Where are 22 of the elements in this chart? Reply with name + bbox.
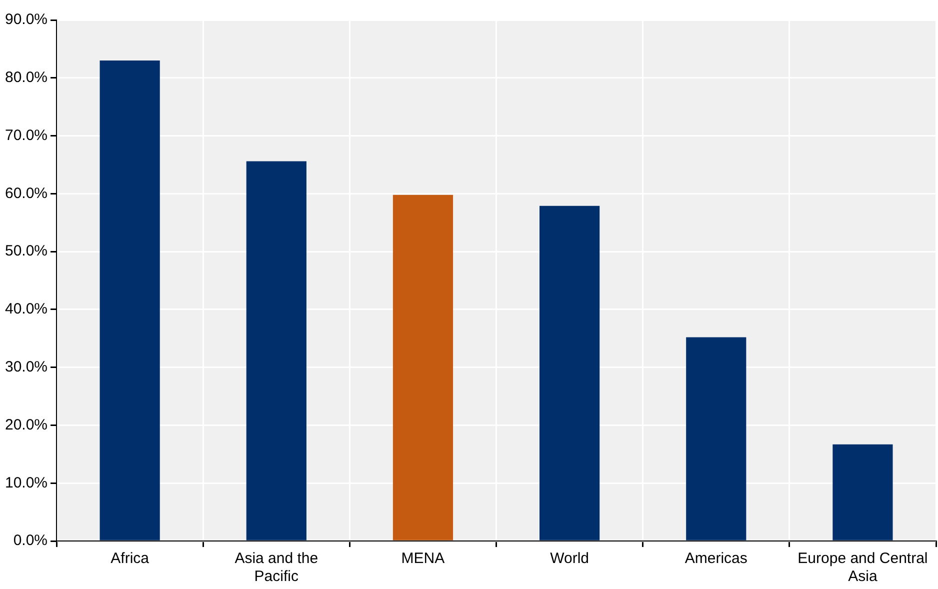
y-tick-label: 20.0% xyxy=(4,416,48,434)
x-tick-label: Americas xyxy=(684,550,748,568)
y-tick-label: 10.0% xyxy=(4,474,48,492)
y-tick-label: 60.0% xyxy=(4,184,48,202)
bar xyxy=(100,60,160,540)
y-tick-label: 70.0% xyxy=(4,126,48,144)
y-tick-label: 30.0% xyxy=(4,358,48,376)
x-tick-label: World xyxy=(550,550,590,568)
bar xyxy=(246,161,306,540)
x-tick-label: Africa xyxy=(110,550,150,568)
x-tick-label: Europe and Central Asia xyxy=(798,550,928,586)
y-tick-label: 40.0% xyxy=(4,300,48,318)
bar xyxy=(832,444,893,540)
x-tick-label: Asia and the Pacific xyxy=(234,550,318,586)
y-tick-label: 0.0% xyxy=(13,532,48,550)
y-tick-label: 80.0% xyxy=(4,69,48,86)
bar xyxy=(392,194,454,540)
y-tick-label: 50.0% xyxy=(4,242,48,260)
y-tick-label: 90.0% xyxy=(4,11,48,28)
bar xyxy=(540,206,600,540)
x-tick-label: MENA xyxy=(401,550,445,568)
bar xyxy=(686,337,746,540)
